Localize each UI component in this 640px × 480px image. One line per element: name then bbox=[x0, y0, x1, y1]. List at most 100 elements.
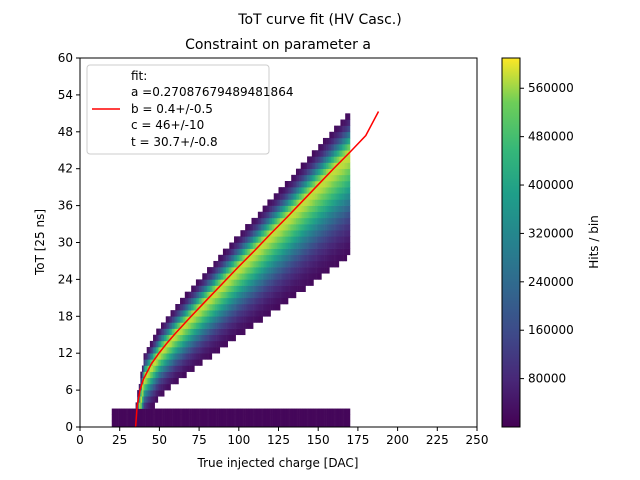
heatmap-cell bbox=[273, 408, 276, 415]
heatmap-cell bbox=[259, 230, 262, 237]
heatmap-cell bbox=[324, 168, 327, 176]
heatmap-cell bbox=[172, 322, 174, 329]
heatmap-cell bbox=[240, 279, 243, 286]
heatmap-cell bbox=[319, 193, 322, 200]
heatmap-cell bbox=[219, 414, 222, 422]
heatmap-cell bbox=[221, 273, 224, 280]
heatmap-cell bbox=[238, 304, 241, 311]
heatmap-cell bbox=[300, 420, 303, 427]
heatmap-cell bbox=[261, 291, 263, 299]
heatmap-cell bbox=[348, 168, 351, 176]
heatmap-cell bbox=[335, 187, 338, 194]
heatmap-cell bbox=[286, 260, 289, 268]
heatmap-cell bbox=[327, 414, 330, 422]
heatmap-cell bbox=[284, 414, 287, 422]
heatmap-cell bbox=[154, 347, 157, 354]
heatmap-cell bbox=[168, 371, 171, 379]
heatmap-cell bbox=[303, 224, 306, 231]
heatmap-cell bbox=[268, 224, 271, 231]
heatmap-cell bbox=[270, 248, 273, 256]
heatmap-cell bbox=[330, 181, 333, 188]
heatmap-cell bbox=[324, 248, 327, 256]
heatmap-cell bbox=[232, 408, 235, 415]
heatmap-cell bbox=[342, 119, 344, 126]
heatmap-cell bbox=[213, 310, 216, 317]
heatmap-cell bbox=[180, 310, 182, 317]
heatmap-cell bbox=[149, 390, 152, 397]
heatmap-cell bbox=[286, 181, 289, 188]
heatmap-cell bbox=[246, 273, 249, 280]
heatmap-cell bbox=[267, 205, 270, 213]
heatmap-cell bbox=[222, 322, 225, 329]
heatmap-cell bbox=[146, 383, 149, 391]
heatmap-cell bbox=[137, 414, 140, 422]
heatmap-cell bbox=[335, 254, 338, 262]
heatmap-cell bbox=[292, 193, 295, 200]
heatmap-cell bbox=[164, 414, 167, 422]
heatmap-cell bbox=[200, 304, 203, 311]
heatmap-cell bbox=[165, 347, 168, 354]
heatmap-cell bbox=[261, 297, 263, 305]
heatmap-cell bbox=[345, 174, 348, 182]
heatmap-cell bbox=[237, 310, 240, 317]
heatmap-cell bbox=[343, 156, 346, 163]
heatmap-cell bbox=[299, 260, 302, 268]
heatmap-cell bbox=[192, 322, 195, 329]
heatmap-cell bbox=[149, 359, 152, 366]
heatmap-cell bbox=[273, 224, 276, 231]
heatmap-cell bbox=[240, 322, 243, 329]
heatmap-cell bbox=[322, 187, 325, 194]
heatmap-cell bbox=[307, 230, 309, 237]
heatmap-cell bbox=[280, 242, 282, 249]
heatmap-cell bbox=[226, 260, 228, 268]
heatmap-cell bbox=[154, 390, 157, 397]
heatmap-cell bbox=[289, 199, 292, 206]
heatmap-cell bbox=[346, 125, 349, 133]
heatmap-cell bbox=[240, 304, 243, 311]
heatmap-cell bbox=[335, 131, 338, 139]
heatmap-cell bbox=[248, 304, 251, 311]
heatmap-cell bbox=[324, 230, 327, 237]
heatmap-cell bbox=[294, 420, 297, 427]
heatmap-cell bbox=[330, 230, 333, 237]
heatmap-cell bbox=[191, 347, 194, 354]
heatmap-cell bbox=[218, 304, 221, 311]
heatmap-cell bbox=[330, 150, 333, 157]
heatmap-cell bbox=[289, 193, 292, 200]
heatmap-cell bbox=[322, 162, 325, 169]
heatmap-cell bbox=[202, 334, 205, 342]
heatmap-cell bbox=[213, 340, 216, 348]
heatmap-cell bbox=[308, 254, 311, 262]
heatmap-cell bbox=[184, 365, 187, 372]
heatmap-cell bbox=[213, 316, 216, 323]
heatmap-cell bbox=[195, 297, 198, 305]
heatmap-cell bbox=[167, 340, 170, 348]
heatmap-cell bbox=[335, 217, 338, 225]
heatmap-cell bbox=[275, 236, 278, 243]
heatmap-cell bbox=[348, 230, 351, 237]
heatmap-cell bbox=[145, 396, 147, 403]
heatmap-cell bbox=[165, 322, 168, 329]
heatmap-cell bbox=[121, 414, 124, 422]
heatmap-cell bbox=[226, 322, 228, 329]
heatmap-cell bbox=[272, 297, 275, 305]
heatmap-cell bbox=[334, 125, 336, 133]
heatmap-cell bbox=[224, 310, 227, 317]
heatmap-cell bbox=[295, 217, 298, 225]
heatmap-cell bbox=[202, 304, 205, 311]
heatmap-cell bbox=[243, 414, 246, 422]
heatmap-cell bbox=[200, 328, 203, 336]
x-axis-label: True injected charge [DAC] bbox=[197, 456, 359, 470]
heatmap-cell bbox=[300, 285, 303, 292]
heatmap-cell bbox=[175, 365, 178, 372]
heatmap-cell bbox=[195, 420, 198, 427]
heatmap-cell bbox=[327, 267, 330, 274]
heatmap-cell bbox=[218, 254, 221, 262]
heatmap-cell bbox=[303, 267, 306, 274]
heatmap-cell bbox=[194, 310, 197, 317]
heatmap-cell bbox=[324, 217, 327, 225]
heatmap-cell bbox=[246, 304, 249, 311]
heatmap-cell bbox=[330, 224, 333, 231]
heatmap-cell bbox=[335, 156, 338, 163]
colorbar-tick-label: 400000 bbox=[528, 178, 574, 192]
